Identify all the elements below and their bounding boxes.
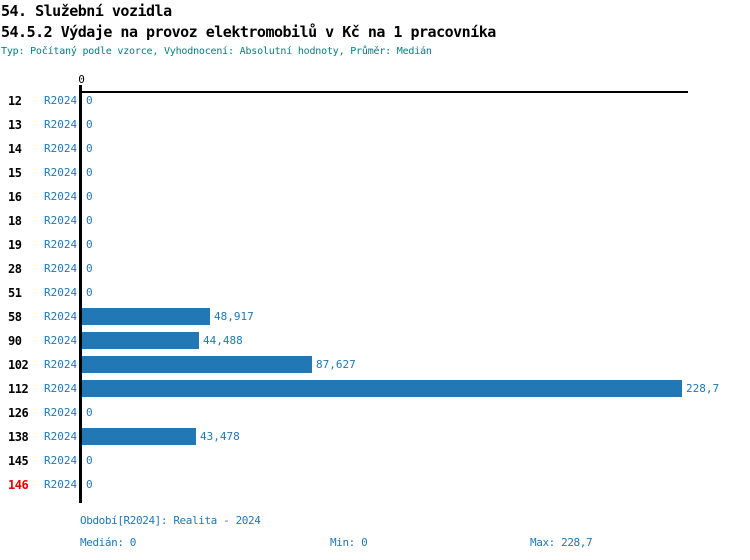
row-period-label: R2024 bbox=[44, 358, 78, 371]
bar-value-label: 0 bbox=[86, 286, 93, 299]
row-period-label: R2024 bbox=[44, 262, 78, 275]
value-bar bbox=[82, 308, 210, 325]
row-period-label: R2024 bbox=[44, 310, 78, 323]
row-unit-label: 13 bbox=[8, 118, 22, 132]
chart-row: 13 R2024 0 bbox=[0, 113, 750, 137]
x-axis-zero-tick-label: 0 bbox=[78, 73, 85, 86]
row-period-label: R2024 bbox=[44, 214, 78, 227]
bar-value-label: 0 bbox=[86, 118, 93, 131]
row-period-label: R2024 bbox=[44, 382, 78, 395]
row-unit-label: 18 bbox=[8, 214, 22, 228]
row-unit-label: 146 bbox=[8, 478, 29, 492]
chart-row: 90 R2024 44,488 bbox=[0, 329, 750, 353]
row-unit-label: 12 bbox=[8, 94, 22, 108]
bar-value-label: 228,7 bbox=[686, 382, 720, 395]
chart-row: 19 R2024 0 bbox=[0, 233, 750, 257]
bar-value-label: 0 bbox=[86, 262, 93, 275]
chart-row: 145 R2024 0 bbox=[0, 449, 750, 473]
chart-row: 146 R2024 0 bbox=[0, 473, 750, 497]
bar-value-label: 0 bbox=[86, 190, 93, 203]
value-bar bbox=[82, 380, 682, 397]
row-unit-label: 138 bbox=[8, 430, 29, 444]
bar-value-label: 0 bbox=[86, 94, 93, 107]
chart-row: 58 R2024 48,917 bbox=[0, 305, 750, 329]
row-unit-label: 126 bbox=[8, 406, 29, 420]
row-period-label: R2024 bbox=[44, 286, 78, 299]
chart-row: 51 R2024 0 bbox=[0, 281, 750, 305]
row-period-label: R2024 bbox=[44, 334, 78, 347]
chart-row: 28 R2024 0 bbox=[0, 257, 750, 281]
row-period-label: R2024 bbox=[44, 118, 78, 131]
chart-row: 102 R2024 87,627 bbox=[0, 353, 750, 377]
bar-value-label: 0 bbox=[86, 478, 93, 491]
row-unit-label: 15 bbox=[8, 166, 22, 180]
bar-value-label: 0 bbox=[86, 454, 93, 467]
row-unit-label: 145 bbox=[8, 454, 29, 468]
row-unit-label: 19 bbox=[8, 238, 22, 252]
bar-value-label: 0 bbox=[86, 166, 93, 179]
report-section-title: 54. Služební vozidla bbox=[1, 2, 172, 20]
row-period-label: R2024 bbox=[44, 190, 78, 203]
row-unit-label: 16 bbox=[8, 190, 22, 204]
chart-meta-line: Typ: Počítaný podle vzorce, Vyhodnocení:… bbox=[1, 46, 432, 57]
row-unit-label: 28 bbox=[8, 262, 22, 276]
chart-row: 12 R2024 0 bbox=[0, 89, 750, 113]
row-period-label: R2024 bbox=[44, 454, 78, 467]
chart-row: 16 R2024 0 bbox=[0, 185, 750, 209]
chart-row: 14 R2024 0 bbox=[0, 137, 750, 161]
chart-row: 112 R2024 228,7 bbox=[0, 377, 750, 401]
row-unit-label: 51 bbox=[8, 286, 22, 300]
chart-row: 15 R2024 0 bbox=[0, 161, 750, 185]
row-unit-label: 112 bbox=[8, 382, 29, 396]
row-period-label: R2024 bbox=[44, 406, 78, 419]
period-legend: Období[R2024]: Realita - 2024 bbox=[80, 514, 261, 527]
value-bar bbox=[82, 428, 196, 445]
bar-chart-rows: 12 R2024 0 13 R2024 0 14 R2024 0 15 R2024 0 16 R2024 0… bbox=[0, 89, 750, 497]
x-axis-line bbox=[79, 91, 688, 93]
row-period-label: R2024 bbox=[44, 94, 78, 107]
row-unit-label: 102 bbox=[8, 358, 29, 372]
bar-value-label: 87,627 bbox=[316, 358, 356, 371]
row-period-label: R2024 bbox=[44, 166, 78, 179]
stat-median: Medián: 0 bbox=[80, 536, 137, 549]
row-period-label: R2024 bbox=[44, 478, 78, 491]
row-period-label: R2024 bbox=[44, 142, 78, 155]
chart-row: 18 R2024 0 bbox=[0, 209, 750, 233]
stat-min: Min: 0 bbox=[330, 536, 368, 549]
bar-value-label: 43,478 bbox=[200, 430, 240, 443]
chart-row: 138 R2024 43,478 bbox=[0, 425, 750, 449]
bar-value-label: 0 bbox=[86, 142, 93, 155]
bar-value-label: 0 bbox=[86, 214, 93, 227]
chart-title: 54.5.2 Výdaje na provoz elektromobilů v … bbox=[1, 23, 496, 41]
row-period-label: R2024 bbox=[44, 430, 78, 443]
y-axis-line bbox=[79, 85, 82, 503]
bar-value-label: 44,488 bbox=[203, 334, 243, 347]
value-bar bbox=[82, 356, 312, 373]
value-bar bbox=[82, 332, 199, 349]
bar-value-label: 0 bbox=[86, 406, 93, 419]
bar-value-label: 48,917 bbox=[214, 310, 254, 323]
row-unit-label: 90 bbox=[8, 334, 22, 348]
row-period-label: R2024 bbox=[44, 238, 78, 251]
row-unit-label: 14 bbox=[8, 142, 22, 156]
bar-value-label: 0 bbox=[86, 238, 93, 251]
chart-row: 126 R2024 0 bbox=[0, 401, 750, 425]
stat-max: Max: 228,7 bbox=[530, 536, 593, 549]
row-unit-label: 58 bbox=[8, 310, 22, 324]
